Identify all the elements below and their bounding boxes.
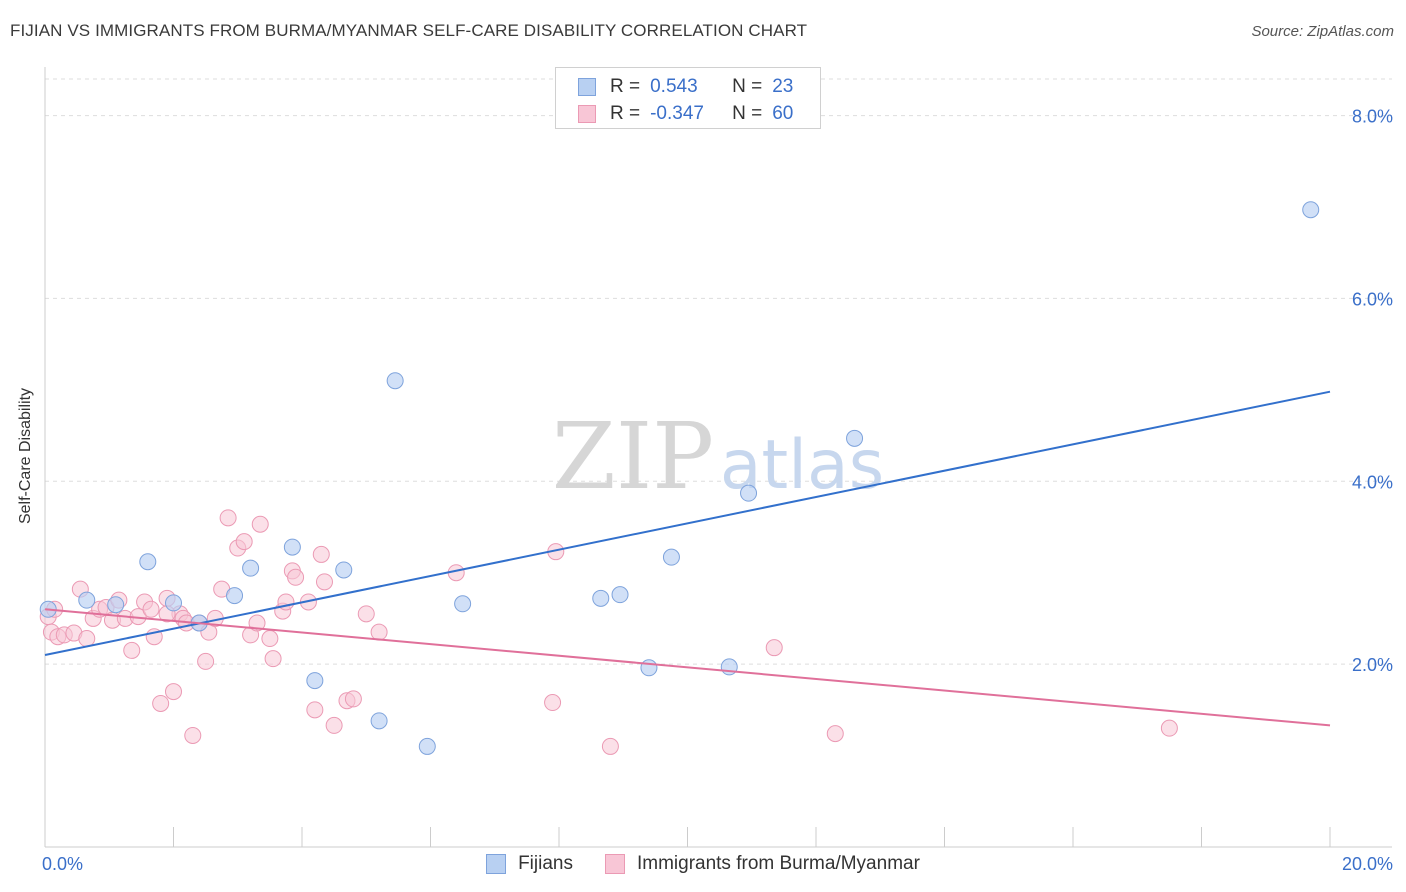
burma-point [826,725,844,743]
fijians-point [78,591,96,609]
fijians-point [283,538,301,556]
fijians-trend-line [44,390,1331,656]
fijians-point [139,553,157,571]
burma-point [370,623,388,641]
burma-point [197,652,215,670]
series-burma-points [39,509,1178,755]
fijians-point [242,559,260,577]
burma-point [165,683,182,701]
fijians-point [640,659,658,677]
burma-point [306,701,324,719]
fijians-swatch [578,78,596,96]
burma-point [261,630,279,648]
gridlines [45,78,1392,665]
axes [44,67,1392,848]
legend-row-burma: R = -0.347 N = 60 [578,101,793,127]
r-label: R = [610,103,641,124]
x-tick-label: 0.0% [42,854,83,874]
fijians-point [418,737,436,755]
burma-point [312,545,330,563]
fijians-point [662,548,680,566]
tick-labels: 2.0% 4.0% 6.0% 8.0% 0.0% 20.0% [42,107,1393,874]
legend-row-fijians: R = 0.543 N = 23 [578,74,793,100]
burma-point [123,641,141,659]
correlation-legend: R = 0.543 N = 23 R = -0.347 N = 60 [555,67,821,129]
burma-point [765,639,783,657]
burma-swatch [604,854,625,874]
n-label: N = [732,76,763,97]
legend-label-burma: Immigrants from Burma/Myanmar [636,853,920,874]
fijians-point [370,712,388,730]
fijians-point [306,672,324,690]
fijians-point [592,589,610,607]
burma-point [219,509,237,527]
fijians-point [1302,201,1320,219]
burma-point [142,600,160,618]
burma-point [344,690,362,708]
burma-point [235,533,253,551]
burma-point [78,630,96,648]
watermark-zip: ZIP [552,403,714,510]
burma-point [315,573,333,591]
x-tick-label: 20.0% [1342,854,1393,874]
burma-point [601,737,619,755]
burma-point [1160,719,1178,737]
fijians-point [740,484,758,502]
burma-point [264,650,282,668]
legend-label-fijians: Fijians [518,853,573,874]
fijians-point [335,561,353,579]
burma-point [544,694,562,712]
legend-item-burma[interactable]: Immigrants from Burma/Myanmar [604,853,920,875]
chart-title: FIJIAN VS IMMIGRANTS FROM BURMA/MYANMAR … [10,21,808,40]
y-axis-label: Self-Care Disability [17,387,34,525]
source-label: Source: ZipAtlas.com [1251,23,1394,40]
trend-lines [44,390,1331,727]
r-label: R = [610,76,641,97]
fijians-point [107,596,125,614]
fijians-swatch [486,854,507,874]
fijians-point [165,594,182,612]
y-tick-label: 8.0% [1352,107,1393,127]
burma-point [325,716,343,734]
y-tick-label: 6.0% [1352,289,1393,309]
fijians-point [226,587,244,605]
n-value: 23 [772,76,794,97]
y-tick-label: 4.0% [1352,472,1393,492]
burma-point [287,568,305,586]
y-tick-label: 2.0% [1352,655,1393,675]
legend-item-fijians[interactable]: Fijians [486,853,573,875]
r-value: -0.347 [650,103,704,124]
fijians-point [454,595,472,613]
fijians-point [611,586,629,604]
burma-point [251,515,269,533]
n-value: 60 [772,103,794,124]
r-value: 0.543 [650,76,698,97]
burma-point [248,614,266,632]
fijians-point [386,372,404,390]
n-label: N = [732,103,763,124]
burma-point [184,726,202,744]
fijians-point [846,429,864,447]
burma-trend-line [44,608,1331,727]
burma-point [357,605,375,623]
burma-swatch [578,105,596,123]
burma-point [152,694,170,712]
series-legend: Fijians Immigrants from Burma/Myanmar [0,851,1406,877]
